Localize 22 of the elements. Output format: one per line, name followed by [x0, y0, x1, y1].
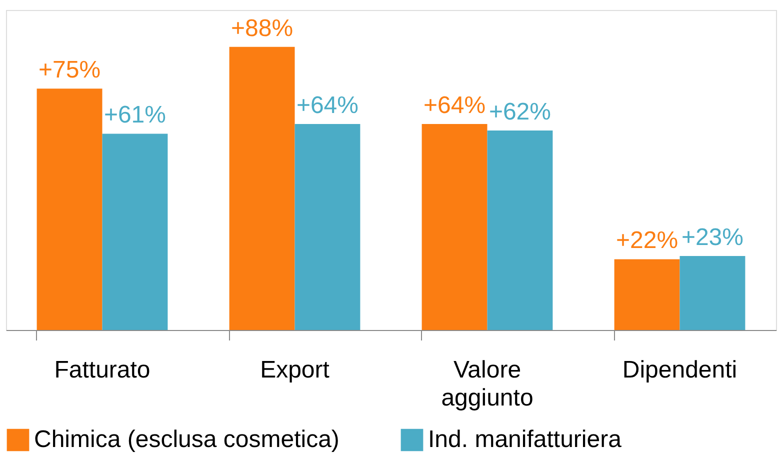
x-tick-label: Dipendenti	[622, 356, 738, 384]
bar	[680, 256, 746, 330]
bar	[229, 46, 295, 330]
data-label: +64%	[296, 92, 359, 120]
x-tick-label: Fatturato	[54, 356, 150, 384]
data-label: +64%	[423, 92, 486, 120]
data-label: +22%	[616, 227, 678, 254]
data-label: +23%	[681, 224, 744, 251]
bar	[422, 124, 488, 330]
bar	[294, 124, 360, 330]
data-label: +61%	[104, 102, 166, 129]
bar	[36, 88, 102, 330]
legend-label: Ind. manifatturiera	[428, 426, 622, 453]
bar	[614, 259, 680, 330]
data-label: +75%	[38, 56, 101, 84]
bar	[487, 130, 553, 330]
x-tick-label: Export	[260, 356, 330, 384]
data-label: +62%	[488, 98, 552, 126]
legend-label: Chimica (esclusa cosmetica)	[34, 426, 340, 453]
data-label: +88%	[230, 14, 294, 42]
x-tick-label: Valore aggiunto	[441, 356, 534, 412]
bar	[102, 134, 168, 330]
